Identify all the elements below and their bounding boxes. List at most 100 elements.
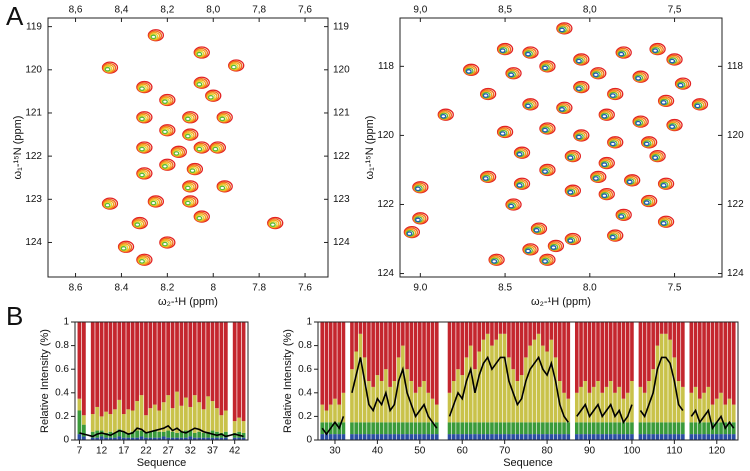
bar-segment [647, 322, 651, 381]
bar-segment [714, 322, 719, 399]
bar-segment [659, 333, 664, 423]
bar-segment [553, 357, 558, 423]
peak-contour [601, 113, 608, 119]
peak-contour [669, 58, 676, 64]
bar-segment [201, 432, 206, 438]
bar-segment [188, 436, 193, 440]
bar-segment [638, 422, 643, 435]
bar-segment [166, 395, 171, 431]
bar-segment [379, 381, 384, 423]
bar-segment [358, 434, 363, 440]
bar-segment [201, 322, 206, 410]
bar-segment [681, 386, 685, 423]
bar-segment [144, 437, 148, 440]
bar-segment [95, 322, 100, 407]
bar-segment [727, 322, 732, 399]
x-axis-label: ω₂-¹H (ppm) [158, 296, 218, 308]
bar-segment [689, 392, 694, 423]
bar-segment [223, 322, 228, 411]
bar-segment [117, 436, 122, 440]
bar-segment [426, 322, 431, 393]
bar-segment [135, 322, 139, 402]
bar-segment [350, 434, 354, 440]
bar-segment [197, 437, 202, 440]
bar-segment [170, 431, 175, 438]
bar-segment [604, 386, 609, 423]
x-tick-label: 80 [542, 446, 554, 457]
bar-segment [197, 402, 202, 432]
bar-segment [81, 436, 86, 440]
bar-segment [328, 434, 333, 440]
bar-segment [676, 422, 681, 435]
y-tick-label: 0.4 [298, 387, 312, 398]
bar-segment [719, 422, 723, 435]
bar-segment [90, 414, 95, 432]
bar-segment [430, 398, 435, 423]
bar-segment [219, 437, 224, 440]
bar-segment [731, 322, 736, 405]
bar-segment [464, 422, 469, 435]
bar-segment [157, 322, 162, 411]
plot-frame [74, 321, 249, 441]
peak-contour [219, 185, 226, 191]
bar-segment [166, 437, 171, 440]
bar-segment [456, 322, 460, 370]
bar-segment [341, 422, 346, 435]
bar-segment [90, 431, 95, 438]
bar-segment [723, 434, 728, 440]
bar-segment [515, 422, 520, 435]
bar-segment [358, 422, 363, 435]
peak-contour [139, 172, 145, 178]
bar-segment [591, 322, 596, 387]
bar-segment [536, 333, 541, 423]
peak-contour [652, 155, 659, 161]
bar-segment [477, 422, 482, 435]
bar-segment [354, 351, 358, 423]
bar-segment [157, 410, 162, 432]
bar-segment [77, 410, 82, 435]
bar-segment [184, 437, 188, 440]
bar-segment [371, 322, 375, 387]
bar-segment [723, 322, 728, 405]
panel-label: A [6, 1, 24, 31]
bar-segment [241, 421, 246, 433]
bar-segment [184, 397, 188, 431]
bar-segment [350, 369, 354, 423]
y-axis-label: Relative Intensity (%) [282, 329, 294, 433]
bar-segment [689, 434, 694, 440]
bar-segment [375, 434, 380, 440]
bar-segment [511, 422, 515, 435]
bar-segment [108, 437, 113, 440]
bar-segment [413, 434, 418, 440]
bar-segment [558, 322, 562, 381]
bar-segment [456, 369, 460, 423]
y-tick-label: 0.8 [55, 340, 69, 351]
bar-segment [179, 431, 184, 438]
bar-segment [698, 398, 702, 423]
bar-segment [719, 392, 723, 423]
bar-segment [90, 437, 95, 440]
bar-segment [549, 339, 554, 423]
bar-segment [166, 322, 171, 396]
peak-contour [525, 51, 532, 57]
x-tick-label-top: 8,2 [160, 5, 174, 16]
bar-segment [324, 434, 329, 440]
peak-contour [139, 116, 145, 122]
x-tick-label: 70 [499, 446, 511, 457]
bar-segment [647, 434, 651, 440]
peak-contour [525, 248, 532, 254]
bar-segment [536, 422, 541, 435]
bar-segment [219, 322, 224, 416]
y-tick-label-right: 119 [333, 21, 349, 32]
bar-segment [702, 434, 706, 440]
x-tick-label: 8 [210, 283, 216, 294]
bar-segment [553, 422, 558, 435]
x-tick-label: 8.2 [160, 283, 174, 294]
bar-segment [104, 411, 108, 433]
bar-segment [651, 434, 655, 440]
x-tick-label-top: 7,6 [298, 5, 312, 16]
peak-contour [525, 103, 532, 109]
x-tick-label: 50 [414, 446, 426, 457]
bar-segment [148, 322, 153, 409]
bar-segment [541, 434, 545, 440]
